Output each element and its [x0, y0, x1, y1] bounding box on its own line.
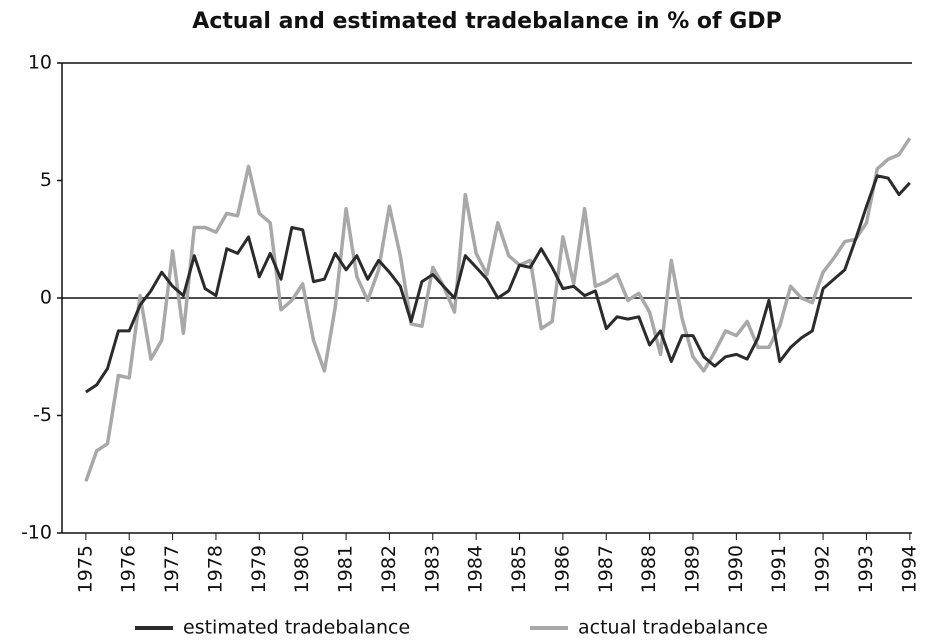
x-tick-label: 1990: [725, 545, 747, 593]
x-tick-label: 1988: [638, 545, 660, 593]
series-line: [84, 137, 912, 482]
x-tick-label: 1993: [855, 545, 877, 593]
x-tick-label: 1989: [681, 545, 703, 593]
x-tick-label: 1981: [335, 545, 357, 593]
chart-title: Actual and estimated tradebalance in % o…: [192, 9, 781, 34]
x-tick-label: 1982: [378, 545, 400, 593]
y-tick-label: 10: [28, 52, 52, 74]
x-tick-label: 1983: [421, 545, 443, 593]
x-tick-label: 1985: [508, 545, 530, 593]
legend-label: estimated tradebalance: [183, 617, 410, 639]
x-tick-label: 1987: [595, 545, 617, 593]
x-tick-label: 1979: [248, 545, 270, 593]
y-tick-label: -5: [33, 404, 52, 426]
x-tick-label: 1977: [161, 545, 183, 593]
y-tick-label: 0: [40, 287, 52, 309]
x-tick-label: 1984: [465, 545, 487, 593]
y-tick-label: -10: [21, 522, 52, 544]
x-tick-label: 1992: [812, 545, 834, 593]
series-line: [85, 174, 911, 394]
x-tick-label: 1991: [768, 545, 790, 593]
x-tick-label: 1986: [551, 545, 573, 593]
x-tick-label: 1980: [291, 545, 313, 593]
x-tick-label: 1978: [204, 545, 226, 593]
x-tick-label: 1976: [118, 545, 140, 593]
x-tick-label: 1994: [898, 545, 920, 593]
x-tick-label: 1975: [74, 545, 96, 593]
legend-label: actual tradebalance: [578, 617, 768, 639]
y-tick-label: 5: [40, 169, 52, 191]
